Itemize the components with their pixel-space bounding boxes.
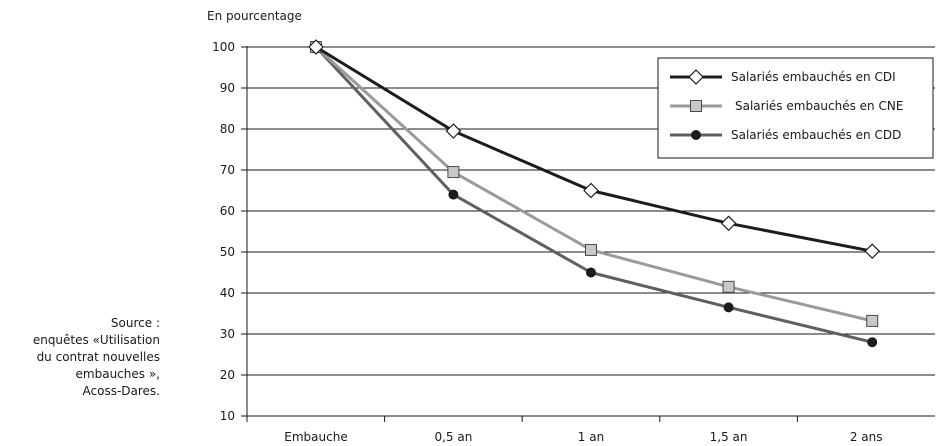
y-tick-label: 70 <box>220 163 235 177</box>
series-circle <box>311 42 878 348</box>
data-point <box>445 123 462 139</box>
legend-marker <box>691 130 701 140</box>
legend: Salariés embauchés en CDI Salariés embauc… <box>657 57 934 159</box>
x-tick-label: 2 ans <box>850 430 883 444</box>
y-tick-label: 40 <box>220 286 235 300</box>
source-note: Source : enquêtes «Utilisation du contra… <box>0 315 160 400</box>
source-line: du contrat nouvelles <box>36 350 160 364</box>
data-point <box>585 243 597 256</box>
legend-label: Salariés embauchés en CDI <box>731 70 896 84</box>
data-point <box>720 215 737 232</box>
y-axis-label: En pourcentage <box>207 9 302 23</box>
x-tick-label: 0,5 an <box>434 430 472 444</box>
y-tick-label: 90 <box>220 81 235 95</box>
y-tick-label: 80 <box>220 122 235 136</box>
data-point <box>864 243 881 260</box>
legend-label: Salariés embauchés en CNE <box>735 99 903 113</box>
x-tick-label: Embauche <box>284 430 347 444</box>
x-tick-label: 1,5 an <box>710 430 748 444</box>
data-point <box>867 337 878 348</box>
data-point <box>448 189 459 200</box>
y-tick-labels: 10 20 30 40 50 60 70 80 90 100 <box>212 40 235 423</box>
source-line: embauches », <box>75 367 160 381</box>
y-tick-label: 100 <box>212 40 235 54</box>
data-point <box>586 267 596 278</box>
series-group <box>308 39 881 348</box>
legend-label: Salariés embauchés en CDD <box>731 128 901 142</box>
source-line: Acoss-Dares. <box>82 384 160 398</box>
legend-marker <box>688 69 704 85</box>
data-point <box>723 302 734 313</box>
y-tick-label: 30 <box>220 327 235 341</box>
legend-box <box>657 57 934 159</box>
data-point <box>583 182 599 199</box>
x-tick-label: 1 an <box>578 430 604 444</box>
y-tick-label: 60 <box>220 204 235 218</box>
source-line: Source : <box>110 316 160 330</box>
legend-marker <box>690 100 702 112</box>
data-point <box>447 166 460 179</box>
source-line: enquêtes «Utilisation <box>32 333 160 347</box>
data-point <box>308 39 324 55</box>
y-tick-label: 50 <box>220 245 235 259</box>
series-diamond <box>308 39 881 260</box>
y-tick-label: 20 <box>220 368 235 382</box>
data-point <box>866 314 879 327</box>
y-tick-label: 10 <box>220 409 235 423</box>
data-point <box>722 280 735 293</box>
axes <box>241 46 935 422</box>
x-tick-labels: Embauche 0,5 an 1 an 1,5 an 2 ans <box>284 430 882 444</box>
